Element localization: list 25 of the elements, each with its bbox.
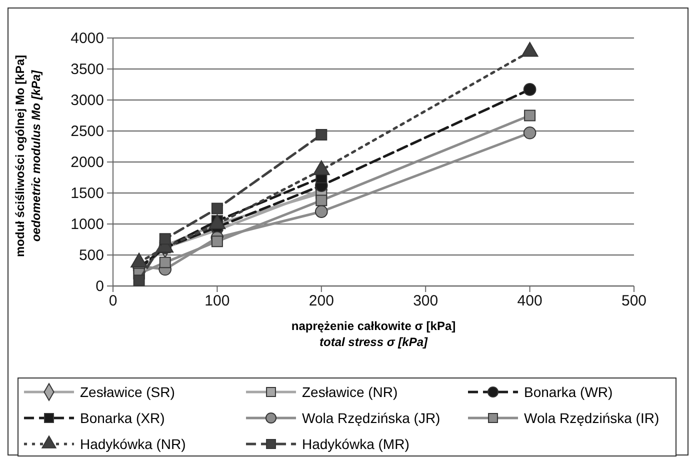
x-axis-title: naprężenie całkowite σ [kPa] total stress σ [kPa] [291, 319, 456, 349]
x-tick-label: 100 [204, 292, 230, 310]
x-tick-label: 500 [621, 292, 647, 310]
y-tick-label: 2000 [70, 154, 104, 171]
legend-label: Bonarka (WR) [524, 384, 613, 400]
y-tick-label: 4000 [70, 30, 104, 47]
legend-label: Bonarka (XR) [80, 410, 165, 426]
y-tick-label: 1500 [70, 184, 104, 202]
x-tick-label: 400 [517, 292, 542, 310]
y-tick-label: 500 [78, 246, 104, 264]
legend-label: Wola Rzędzińska (JR) [302, 410, 440, 426]
y-tick-label: 0 [96, 278, 104, 295]
x-tick-label: 300 [413, 292, 438, 310]
y-tick-label: 3500 [70, 60, 104, 78]
x-tick-label: 0 [108, 292, 118, 310]
legend-label: Wola Rzędzińska (IR) [524, 410, 660, 426]
y-tick-label: 1000 [70, 216, 104, 233]
x-tick-label: 200 [308, 292, 334, 310]
y-tick-label: 3000 [70, 92, 104, 109]
y-tick-label: 2500 [70, 122, 104, 140]
legend-label: Zesławice (SR) [80, 384, 175, 400]
legend-label: Hadykówka (NR) [80, 436, 186, 452]
y-axis-title: moduł ściśliwości ogólnej Mo [kPa] oedometric modulus Mo [kPa] [13, 54, 43, 258]
legend-label: Hadykówka (MR) [302, 436, 410, 452]
legend-label: Zesławice (NR) [302, 384, 398, 400]
